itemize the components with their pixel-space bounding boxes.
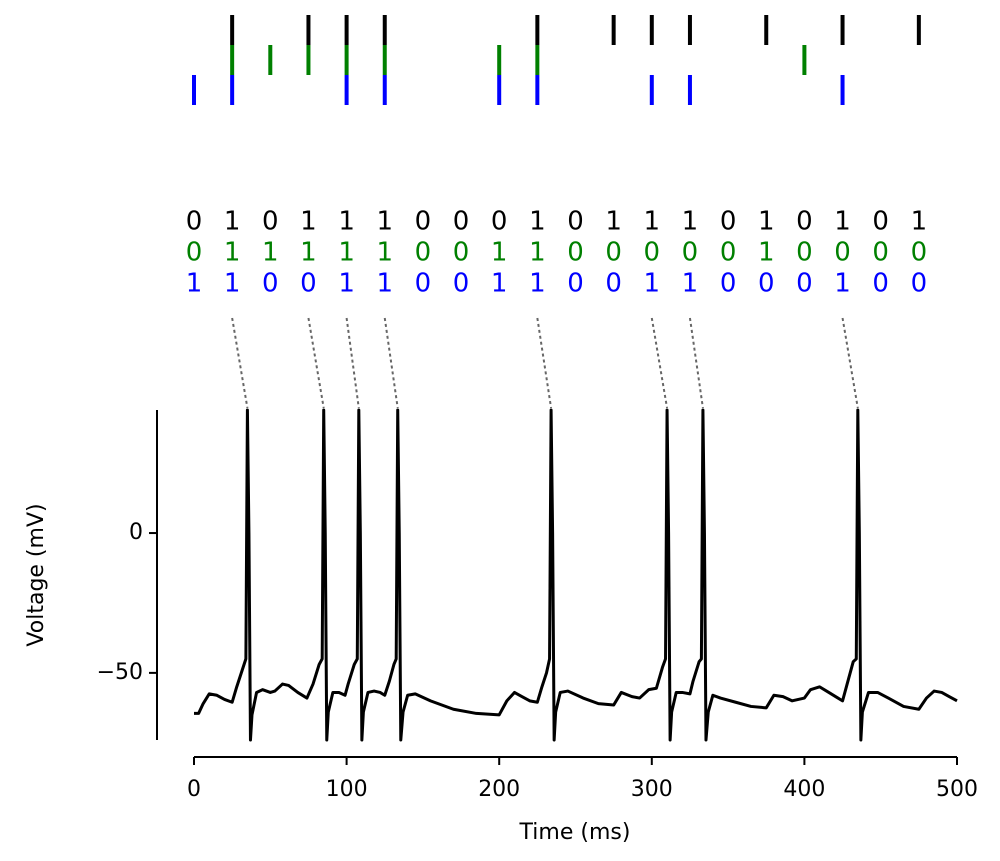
- bit-label: 0: [758, 269, 775, 299]
- bit-label: 1: [529, 207, 546, 237]
- bit-label: 0: [872, 238, 889, 268]
- bit-label: 0: [720, 238, 737, 268]
- bit-label: 1: [262, 238, 279, 268]
- x-tick-label: 300: [631, 777, 673, 802]
- x-tick-label: 400: [783, 777, 825, 802]
- bit-label: 1: [376, 238, 393, 268]
- spike-link: [536, 317, 553, 409]
- bit-label: 1: [224, 207, 241, 237]
- bit-label: 0: [720, 207, 737, 237]
- bit-label: 0: [491, 207, 508, 237]
- spike-link: [688, 317, 704, 409]
- bit-label: 0: [720, 269, 737, 299]
- spike-link: [383, 317, 399, 409]
- bit-label: 0: [605, 269, 622, 299]
- bit-label: 0: [834, 238, 851, 268]
- spike-link: [231, 317, 249, 409]
- bit-label: 0: [262, 269, 279, 299]
- bit-label: 1: [682, 207, 699, 237]
- bit-label: 1: [758, 238, 775, 268]
- bit-label: 1: [605, 207, 622, 237]
- x-axis-label: Time (ms): [519, 820, 631, 845]
- bit-label: 1: [529, 269, 546, 299]
- bit-label: 1: [224, 238, 241, 268]
- bit-label: 0: [911, 238, 928, 268]
- bit-label: 0: [872, 207, 889, 237]
- y-tick-label: −50: [97, 660, 143, 685]
- bit-label: 0: [682, 238, 699, 268]
- bit-label: 1: [338, 269, 355, 299]
- bit-label: 0: [567, 269, 584, 299]
- bit-label: 1: [682, 269, 699, 299]
- bit-label: 1: [491, 238, 508, 268]
- bit-label: 0: [453, 238, 470, 268]
- bit-label: 0: [262, 207, 279, 237]
- bit-label: 0: [415, 269, 432, 299]
- bit-label: 1: [186, 269, 203, 299]
- bit-label: 0: [453, 269, 470, 299]
- bit-label: 1: [491, 269, 508, 299]
- bit-label: 0: [300, 269, 317, 299]
- bit-label: 1: [376, 207, 393, 237]
- bit-label: 1: [529, 238, 546, 268]
- bit-label: 1: [758, 207, 775, 237]
- bit-label: 1: [224, 269, 241, 299]
- bit-label: 0: [186, 238, 203, 268]
- spike-link: [650, 317, 669, 409]
- spike-link: [345, 317, 360, 409]
- bit-label: 0: [796, 238, 813, 268]
- x-tick-label: 200: [478, 777, 520, 802]
- bit-label: 1: [300, 238, 317, 268]
- bit-label: 1: [338, 238, 355, 268]
- bit-label: 0: [415, 238, 432, 268]
- bit-label: 0: [644, 238, 661, 268]
- y-tick-label: 0: [129, 520, 143, 545]
- bit-label: 0: [911, 269, 928, 299]
- x-tick-label: 0: [187, 777, 201, 802]
- bit-label: 0: [453, 207, 470, 237]
- bit-label: 1: [300, 207, 317, 237]
- bit-label: 1: [834, 207, 851, 237]
- bit-label: 1: [338, 207, 355, 237]
- bit-label: 1: [834, 269, 851, 299]
- spike-link: [307, 317, 325, 409]
- bit-label: 1: [911, 207, 928, 237]
- bit-label: 0: [567, 207, 584, 237]
- bit-label: 0: [567, 238, 584, 268]
- x-tick-label: 500: [936, 777, 978, 802]
- bit-label: 0: [796, 269, 813, 299]
- x-tick-label: 100: [326, 777, 368, 802]
- bit-label: 1: [644, 269, 661, 299]
- bit-label: 1: [644, 207, 661, 237]
- bit-label: 1: [376, 269, 393, 299]
- spike-link: [841, 317, 859, 409]
- bit-label: 0: [605, 238, 622, 268]
- y-axis-label: Voltage (mV): [24, 503, 49, 646]
- bit-label: 0: [415, 207, 432, 237]
- bit-label: 0: [796, 207, 813, 237]
- bit-label: 0: [186, 207, 203, 237]
- voltage-trace: [194, 408, 958, 742]
- bit-label: 0: [872, 269, 889, 299]
